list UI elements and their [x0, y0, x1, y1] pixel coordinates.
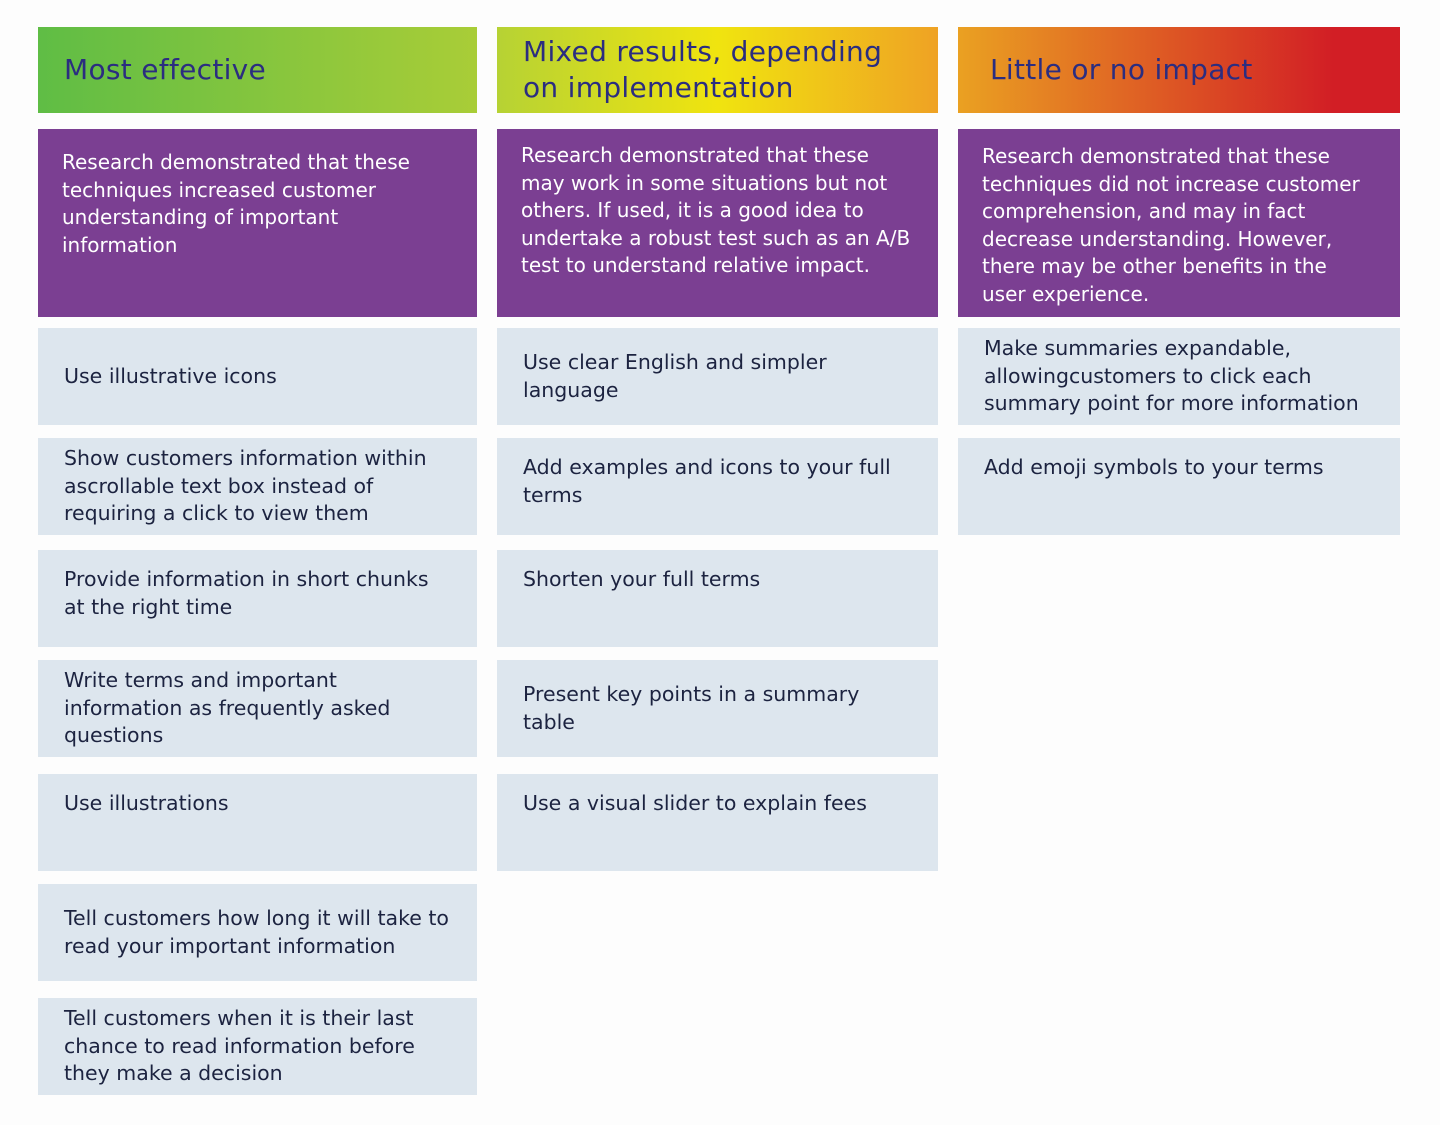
list-item: Add examples and icons to your full term…: [497, 438, 938, 535]
list-item: Tell customers when it is their last cha…: [38, 998, 477, 1095]
list-item: Make summaries expandable, allowingcusto…: [958, 328, 1400, 425]
list-item: Tell customers how long it will take to …: [38, 884, 477, 981]
intro-most-effective: Research demonstrated that these techniq…: [38, 129, 477, 317]
list-item: Use illustrations: [38, 774, 477, 871]
list-item: Add emoji symbols to your terms: [958, 438, 1400, 535]
heading-little-impact: Little or no impact: [958, 27, 1400, 113]
list-item: Use clear English and simpler language: [497, 328, 938, 425]
list-item: Present key points in a summary table: [497, 660, 938, 757]
intro-little-impact: Research demonstrated that these techniq…: [958, 129, 1400, 317]
list-item: Use a visual slider to explain fees: [497, 774, 938, 871]
list-item: Shorten your full terms: [497, 550, 938, 647]
list-item: Use illustrative icons: [38, 328, 477, 425]
heading-most-effective: Most effective: [38, 27, 477, 113]
heading-mixed-results: Mixed results, depending on implementati…: [497, 27, 938, 113]
list-item: Write terms and important information as…: [38, 660, 477, 757]
intro-mixed-results: Research demonstrated that these may wor…: [497, 129, 938, 317]
list-item: Show customers information within ascrol…: [38, 438, 477, 535]
list-item: Provide information in short chunks at t…: [38, 550, 477, 647]
